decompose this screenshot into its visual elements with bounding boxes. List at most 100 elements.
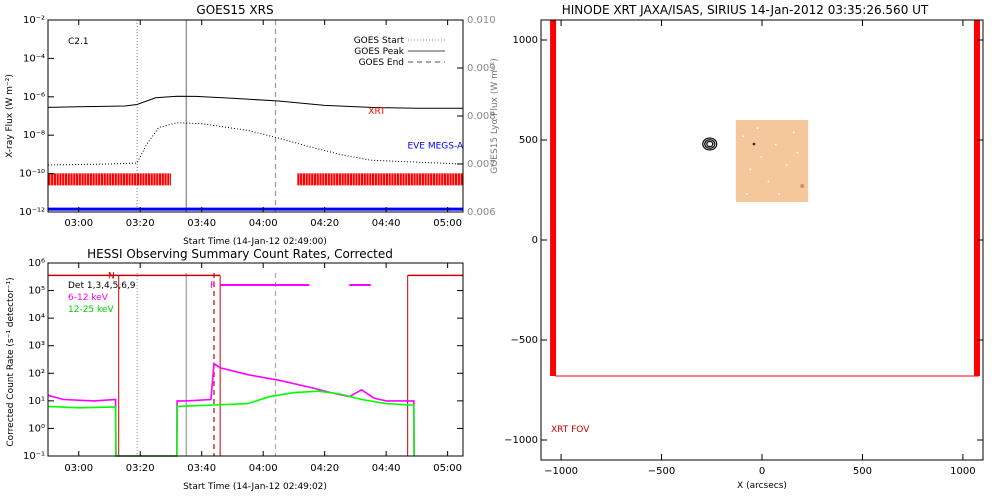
xrt-plot-area — [550, 20, 980, 377]
hessi-series-12-25-keV — [47, 390, 415, 457]
goes-legend-start: GOES Start — [354, 36, 405, 46]
goes-class-label: C2.1 — [68, 37, 89, 47]
xrt-image-dot — [752, 142, 756, 146]
xrt-y-tick-label: 1000 — [513, 35, 538, 46]
xrt-x-tick-label: 0 — [759, 466, 765, 477]
goes-y2-tick-label: 0.007 — [467, 159, 496, 170]
goes-y-tick-label: 10⁻⁴ — [23, 53, 45, 64]
goes-y-tick-label: 10⁻⁶ — [23, 92, 45, 103]
xrt-image-speck — [760, 156, 763, 158]
xrt-image-speck — [742, 135, 745, 138]
goes-y-tick-label: 10⁻² — [23, 15, 45, 26]
hessi-y-tick-label: 10⁻¹ — [23, 451, 45, 462]
goes-x-tick-label: 04:00 — [249, 218, 278, 229]
hessi-x-tick-label: 04:20 — [310, 463, 339, 474]
hessi-x-ticks: 03:00 03:20 03:40 04:00 04:20 04:40 05:00 — [64, 263, 462, 474]
xrt-image-speck — [767, 180, 770, 183]
xrt-image-speck — [785, 164, 788, 167]
hessi-legend: Det 1,3,4,5,6,9 6-12 keV 12-25 keV — [68, 281, 136, 315]
xrt-x-tick-label: −1000 — [544, 466, 578, 477]
goes-y-tick-label: 10⁻¹² — [19, 207, 45, 218]
goes-series-label-eve-megs-a: EVE MEGS-A — [407, 142, 464, 152]
hessi-legend-title: Det 1,3,4,5,6,9 — [68, 281, 136, 291]
hessi-x-tick-label: 04:40 — [372, 463, 401, 474]
hessi-x-tick-label: 03:00 — [64, 463, 93, 474]
goes-x-label: Start Time (14-Jan-12 02:49:00) — [183, 237, 327, 247]
xrt-contour-0 — [702, 137, 718, 151]
hessi-title: HESSI Observing Summary Count Rates, Cor… — [87, 247, 393, 261]
hessi-y-label: Corrected Count Rate (s⁻¹ detector⁻¹) — [6, 277, 16, 446]
goes-y-ticks: 10⁻¹² 10⁻¹⁰ 10⁻⁸ 10⁻⁶ 10⁻⁴ 10⁻² — [19, 15, 54, 218]
xrt-image-speck — [774, 143, 777, 146]
goes-y-tick-label: 10⁻¹⁰ — [19, 169, 45, 180]
hessi-night-label: N — [108, 271, 115, 281]
goes-x-tick-label: 04:40 — [372, 218, 401, 229]
xrt-y-tick-label: 500 — [519, 135, 538, 146]
hessi-panel: HESSI Observing Summary Count Rates, Cor… — [6, 247, 464, 492]
goes-y-label: X-ray Flux (W m⁻²) — [5, 74, 15, 158]
xrt-image-spot — [800, 184, 805, 188]
goes-y-tick-label: 10⁻⁸ — [23, 130, 45, 141]
hessi-y-tick-label: 10³ — [28, 341, 45, 352]
hessi-y-tick-label: 10¹ — [28, 396, 45, 407]
hessi-y-tick-label: 10⁴ — [28, 313, 45, 324]
xrt-x-ticks: −1000 −500 0 500 1000 — [544, 20, 976, 477]
xrt-image — [735, 120, 809, 202]
xrt-fov-label: XRT FOV — [551, 425, 590, 435]
goes-title: GOES15 XRS — [196, 3, 273, 17]
xrt-image-speck — [745, 192, 748, 195]
hessi-plot-area: NF — [47, 271, 464, 457]
hessi-flare-label: F — [210, 281, 215, 291]
xrt-panel: HINODE XRT JAXA/ISAS, SIRIUS 14-Jan-2012… — [504, 3, 984, 491]
hessi-y-tick-label: 10⁶ — [28, 258, 45, 269]
goes-x-tick-label: 04:20 — [310, 218, 339, 229]
hessi-y-ticks: 10⁻¹ 10⁰ 10¹ 10² 10³ 10⁴ 10⁵ 10⁶ — [23, 258, 463, 462]
xrt-title: HINODE XRT JAXA/ISAS, SIRIUS 14-Jan-2012… — [562, 3, 929, 17]
xrt-y-tick-label: −1000 — [504, 435, 538, 446]
xrt-image-speck — [778, 192, 781, 195]
goes-x-tick-label: 03:00 — [64, 218, 93, 229]
goes-x-tick-label: 03:20 — [126, 218, 155, 229]
hessi-x-tick-label: 03:40 — [187, 463, 216, 474]
goes-x-tick-label: 03:40 — [187, 218, 216, 229]
hessi-x-tick-label: 05:00 — [433, 463, 462, 474]
goes-y2-tick-label: 0.008 — [467, 111, 496, 122]
xrt-y-tick-label: 0 — [532, 235, 538, 246]
xrt-x-tick-label: 1000 — [950, 466, 975, 477]
xrt-contour-2 — [706, 140, 714, 148]
goes-x-tick-label: 05:00 — [433, 218, 462, 229]
goes-series-label-xrt: XRT — [368, 107, 386, 117]
goes-series-long-channel — [47, 95, 463, 109]
goes-legend-end: GOES End — [359, 58, 404, 68]
goes-rhessi-bar-0 — [48, 173, 171, 186]
hessi-x-tick-label: 03:20 — [126, 463, 155, 474]
xrt-image-speck — [792, 131, 795, 134]
goes-y2-tick-label: 0.006 — [467, 207, 496, 218]
xrt-image-speck — [749, 168, 752, 171]
goes-series-short-channel — [47, 122, 464, 166]
xrt-x-tick-label: 500 — [853, 466, 872, 477]
goes-y2-ticks: 0.006 0.007 0.008 0.009 0.010 — [457, 15, 496, 218]
xrt-y-ticks: −1000 −500 0 500 1000 — [504, 35, 983, 446]
hessi-y-tick-label: 10⁰ — [28, 423, 45, 434]
xrt-fov-left-edge — [550, 20, 557, 376]
goes-plot-area: XRT EVE MEGS-A — [47, 20, 464, 212]
goes-x-ticks: 03:00 03:20 03:40 04:00 04:20 04:40 05:00 — [64, 20, 462, 229]
hessi-frame — [47, 262, 464, 457]
xrt-y-tick-label: −500 — [511, 335, 538, 346]
hessi-y-tick-label: 10⁵ — [28, 286, 45, 297]
xrt-contour-1 — [704, 139, 716, 149]
goes-legend: GOES Start GOES Peak GOES End — [354, 36, 445, 68]
goes-y2-label: GOES15 Lyα Flux (W m⁻²) — [490, 58, 500, 174]
xrt-fov-right-edge — [973, 20, 980, 376]
hessi-legend-6-12: 6-12 keV — [68, 293, 109, 303]
xrt-x-label: X (arcsecs) — [737, 481, 787, 491]
xrt-image-speck — [796, 151, 799, 154]
hessi-x-label: Start Time (14-Jan-12 02:49:02) — [183, 482, 327, 492]
goes-panel: GOES15 XRS XRT EVE MEGS-A 03:00 03:20 03:40… — [5, 3, 500, 247]
goes-y2-tick-label: 0.010 — [467, 15, 496, 26]
goes-y2-tick-label: 0.009 — [467, 63, 496, 74]
hessi-legend-12-25: 12-25 keV — [68, 305, 114, 315]
